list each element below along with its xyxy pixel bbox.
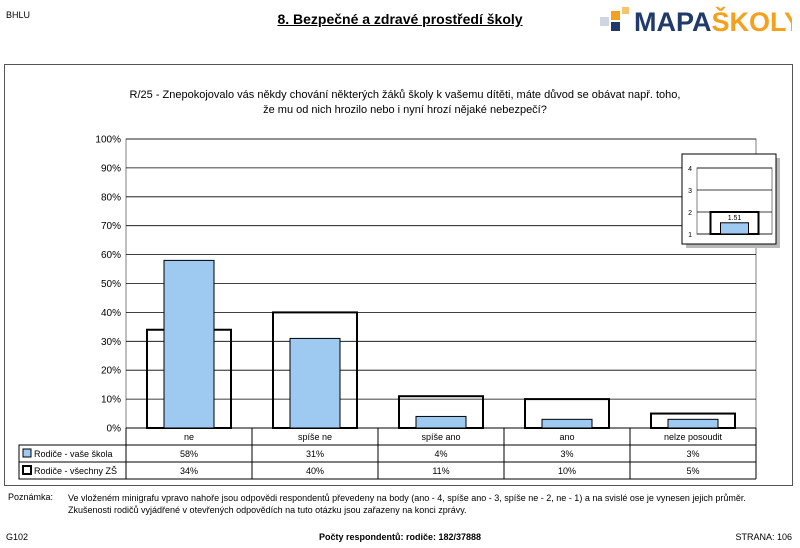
data-label-your-school: 3% — [686, 449, 699, 459]
mini-chart: 1 2 3 4 1.51 — [681, 153, 780, 248]
data-label-all-schools: 40% — [306, 466, 324, 476]
respondents-value: rodiče: 182/37888 — [405, 532, 482, 542]
data-label-your-school: 4% — [434, 449, 447, 459]
x-category-label: spíše ne — [298, 432, 332, 442]
note-label: Poznámka: — [8, 492, 54, 502]
x-category-label: spíše ano — [421, 432, 460, 442]
logo-text-mapa: MAPA — [634, 7, 712, 37]
y-tick-label: 20% — [101, 366, 121, 377]
x-category-label: ano — [559, 432, 574, 442]
question-text: R/25 - Znepokojovalo vás někdy chování n… — [60, 88, 750, 118]
svg-text:MAPAŠKOLY: MAPAŠKOLY — [634, 6, 792, 37]
footer-code: G102 — [6, 532, 29, 542]
chart-frame — [4, 64, 793, 486]
question-line-2: že mu od nich hrozilo nebo i nyní hrozí … — [263, 104, 547, 116]
page-title: 8. Bezpečné a zdravé prostředí školy — [277, 11, 523, 27]
bar-your-school — [289, 337, 341, 429]
data-label-all-schools: 11% — [432, 466, 449, 476]
data-label-all-schools: 5% — [686, 466, 699, 476]
y-tick-label: 10% — [101, 395, 121, 406]
y-tick-label: 80% — [101, 192, 121, 203]
x-category-label: nelze posoudit — [664, 432, 723, 442]
y-tick-label: 30% — [101, 337, 121, 348]
mini-y-tick-label: 1 — [688, 232, 692, 239]
respondent-counts: Počty respondentů: rodiče: 182/37888 — [0, 532, 800, 542]
y-tick-label: 50% — [101, 279, 121, 290]
mini-y-tick-label: 3 — [688, 188, 692, 195]
legend-label-your-school: Rodiče - vaše škola — [34, 449, 113, 459]
y-tick-label: 40% — [101, 308, 121, 319]
mini-y-tick-label: 4 — [688, 166, 692, 173]
bar-your-school — [163, 259, 215, 429]
note-line-1: Ve vloženém minigrafu vpravo nahoře jsou… — [68, 493, 746, 503]
x-category-label: ne — [184, 432, 194, 442]
logo-mark — [600, 7, 629, 31]
grid-layer: 0% 10% 20% 30% 40% 50% 60% 70% 80% 90% 100% — [95, 135, 757, 435]
data-label-all-schools: 10% — [558, 466, 576, 476]
respondents-label: Počty respondentů: — [318, 532, 404, 542]
mapa-skoly-logo: MAPAŠKOLY — [600, 6, 792, 37]
bar-your-school — [415, 415, 467, 429]
y-tick-label: 70% — [101, 221, 121, 232]
data-label-all-schools: 34% — [180, 466, 198, 476]
data-table: ne 58% 34% spíše ne 31% 40% spíše ano 4% 11% ano 3… — [18, 428, 757, 480]
mini-y-tick-label: 2 — [688, 210, 692, 217]
bar-your-school — [541, 418, 593, 429]
y-tick-label: 0% — [107, 424, 122, 435]
data-label-your-school: 58% — [180, 449, 198, 459]
report-code: BHLU — [6, 10, 31, 20]
question-line-1: R/25 - Znepokojovalo vás někdy chování n… — [129, 89, 681, 101]
mini-bar-your-school — [720, 222, 749, 235]
legend-label-all-schools: Rodiče - všechny ZŠ — [34, 466, 117, 476]
note-text: Ve vloženém minigrafu vpravo nahoře jsou… — [68, 492, 788, 516]
y-tick-label: 100% — [95, 135, 121, 146]
legend-swatch-all-schools — [22, 465, 32, 475]
note-line-2: Zkušenosti rodičů vyjádřené v otevřených… — [68, 505, 467, 515]
data-label-your-school: 3% — [560, 449, 573, 459]
bar-your-school — [667, 418, 719, 429]
y-tick-label: 90% — [101, 163, 121, 174]
data-label-your-school: 31% — [306, 449, 324, 459]
mini-data-label: 1.51 — [728, 215, 742, 222]
logo-text-skoly: ŠKOLY — [712, 6, 793, 37]
legend-swatch-your-school — [22, 448, 32, 458]
y-tick-label: 60% — [101, 250, 121, 261]
page-number: STRANA: 106 — [735, 532, 792, 542]
